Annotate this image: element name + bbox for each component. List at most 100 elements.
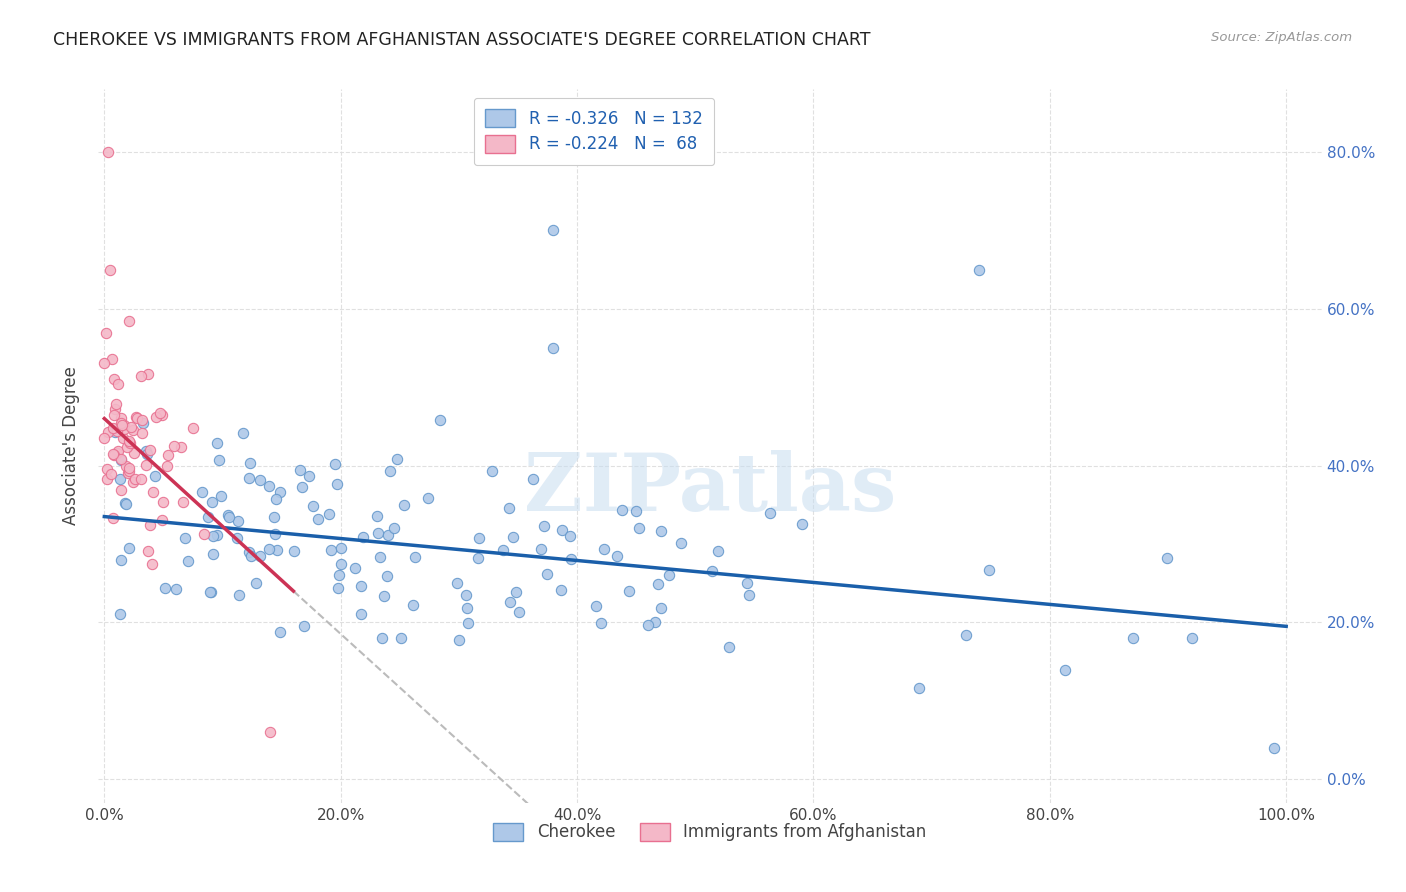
Point xyxy=(249,473,271,487)
Point xyxy=(139,443,162,458)
Point xyxy=(205,435,228,450)
Point xyxy=(108,607,131,621)
Point xyxy=(142,485,165,500)
Point xyxy=(135,458,157,473)
Point xyxy=(349,607,371,621)
Point xyxy=(110,453,132,467)
Point xyxy=(551,523,574,537)
Point xyxy=(707,544,730,558)
Point xyxy=(955,628,977,642)
Point xyxy=(263,526,285,541)
Point xyxy=(967,262,990,277)
Point xyxy=(132,416,155,430)
Point xyxy=(149,406,172,420)
Point xyxy=(103,448,125,462)
Point xyxy=(380,464,402,478)
Point xyxy=(269,485,291,500)
Point xyxy=(114,496,136,510)
Point xyxy=(624,504,647,518)
Point xyxy=(117,541,139,555)
Point xyxy=(558,528,581,542)
Point xyxy=(792,517,814,532)
Point xyxy=(115,458,138,473)
Point xyxy=(150,513,173,527)
Point xyxy=(97,145,120,159)
Point xyxy=(111,431,134,445)
Point xyxy=(456,601,478,615)
Point xyxy=(202,529,225,543)
Point xyxy=(120,419,142,434)
Point xyxy=(1054,663,1077,677)
Point xyxy=(522,472,544,486)
Point xyxy=(105,424,128,438)
Point xyxy=(382,521,405,535)
Point xyxy=(404,550,426,565)
Point xyxy=(467,551,489,566)
Point xyxy=(209,489,232,503)
Point xyxy=(619,583,641,598)
Point xyxy=(118,436,141,450)
Point xyxy=(103,409,125,423)
Point xyxy=(228,588,250,602)
Point xyxy=(288,463,311,477)
Point xyxy=(111,417,134,432)
Point xyxy=(200,585,222,599)
Point xyxy=(368,549,391,564)
Point xyxy=(115,497,138,511)
Point xyxy=(292,619,315,633)
Point xyxy=(266,491,288,506)
Point xyxy=(536,566,558,581)
Point xyxy=(283,543,305,558)
Point xyxy=(104,402,127,417)
Point xyxy=(115,440,138,454)
Point xyxy=(232,425,254,440)
Point xyxy=(392,499,415,513)
Point xyxy=(110,410,132,425)
Point xyxy=(505,585,527,599)
Point xyxy=(131,472,153,486)
Point xyxy=(135,447,157,461)
Point xyxy=(150,408,173,422)
Point xyxy=(218,509,240,524)
Point xyxy=(103,372,125,386)
Point xyxy=(318,507,340,521)
Point xyxy=(758,506,780,520)
Point xyxy=(104,397,127,411)
Point xyxy=(118,464,141,478)
Point xyxy=(269,624,291,639)
Point xyxy=(735,576,758,591)
Point xyxy=(560,551,582,566)
Point xyxy=(610,503,633,517)
Point xyxy=(979,563,1001,577)
Point xyxy=(122,446,145,460)
Point xyxy=(550,583,572,598)
Point xyxy=(593,542,616,557)
Point xyxy=(498,501,520,516)
Point xyxy=(481,464,503,478)
Point xyxy=(141,557,163,571)
Point xyxy=(737,588,759,602)
Point xyxy=(658,568,681,582)
Point xyxy=(387,452,409,467)
Point xyxy=(257,479,280,493)
Point xyxy=(181,421,204,435)
Point xyxy=(110,483,132,497)
Point xyxy=(377,528,399,542)
Point xyxy=(389,631,412,645)
Point xyxy=(1181,631,1204,645)
Point xyxy=(157,448,180,462)
Point xyxy=(124,472,146,486)
Point xyxy=(302,500,325,514)
Point xyxy=(135,444,157,458)
Point xyxy=(217,508,239,522)
Point xyxy=(499,595,522,609)
Point xyxy=(165,582,187,597)
Legend: Cherokee, Immigrants from Afghanistan: Cherokee, Immigrants from Afghanistan xyxy=(486,816,934,848)
Point xyxy=(152,494,174,508)
Point xyxy=(163,439,186,453)
Point xyxy=(543,223,565,237)
Point xyxy=(669,536,692,550)
Point xyxy=(375,568,398,582)
Point xyxy=(533,519,555,533)
Point xyxy=(174,532,197,546)
